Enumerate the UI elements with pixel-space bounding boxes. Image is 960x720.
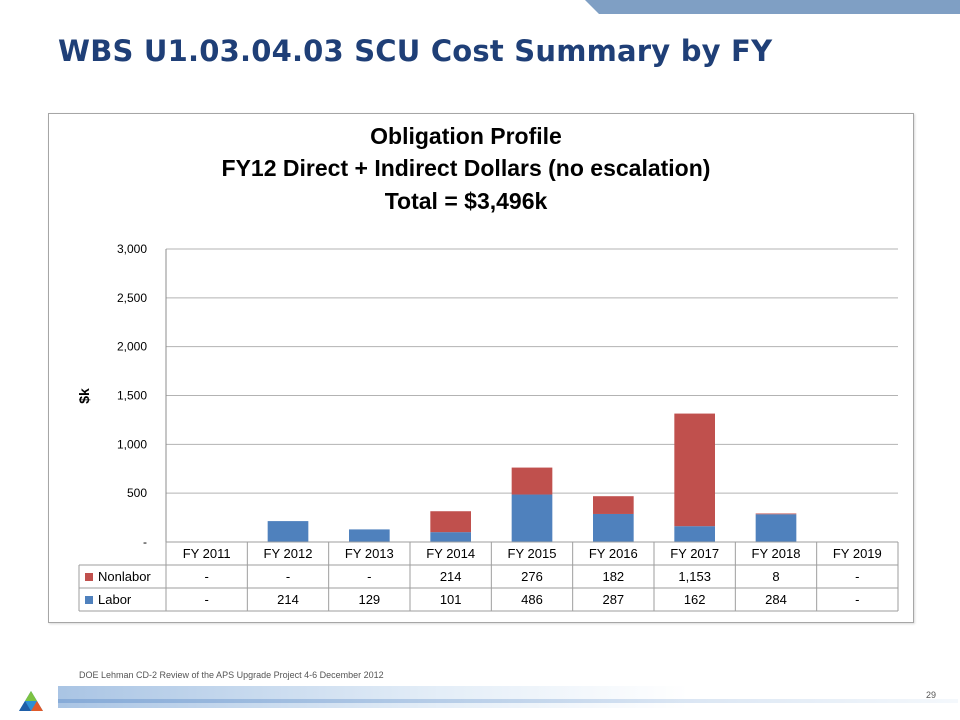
chart-frame: Obligation Profile FY12 Direct + Indirect… [48, 113, 914, 623]
table-cell-value: 182 [602, 569, 624, 584]
bar-labor [267, 521, 309, 542]
bar-nonlabor [674, 413, 715, 527]
bar-labor [349, 529, 390, 542]
y-tick-label: 2,500 [117, 291, 147, 305]
x-category-label: FY 2018 [752, 546, 801, 561]
x-category-label: FY 2011 [183, 546, 231, 561]
x-category-label: FY 2015 [508, 546, 557, 561]
top-accent-bar [585, 0, 960, 14]
y-tick-label: 500 [127, 486, 147, 500]
bar-labor [674, 526, 715, 542]
y-tick-label: - [143, 535, 147, 549]
bar-nonlabor [593, 496, 634, 514]
y-tick-label: 3,000 [117, 242, 147, 256]
footer-stripe-line [58, 699, 958, 703]
table-cell-value: 214 [440, 569, 462, 584]
y-tick-label: 2,000 [117, 340, 147, 354]
chart-title-line: Total = $3,496k [385, 188, 548, 214]
obligation-profile-chart: Obligation Profile FY12 Direct + Indirect… [76, 123, 899, 612]
bar-labor [593, 513, 634, 542]
slide-title: WBS U1.03.04.03 SCU Cost Summary by FY [58, 34, 773, 68]
y-tick-label: 1,500 [117, 389, 147, 403]
legend-swatch [85, 596, 93, 604]
bar-labor [430, 532, 471, 542]
table-cell-value: - [204, 569, 208, 584]
legend-swatch [85, 573, 93, 581]
footer-stripe [58, 686, 688, 708]
x-category-label: FY 2013 [345, 546, 394, 561]
table-cell-value: 162 [684, 592, 706, 607]
x-category-label: FY 2019 [833, 546, 882, 561]
y-tick-label: 1,000 [117, 437, 147, 451]
table-cell-value: 129 [358, 592, 380, 607]
table-cell-value: - [855, 569, 859, 584]
table-cell-value: 287 [602, 592, 624, 607]
table-cell-value: 486 [521, 592, 543, 607]
table-cell-value: 284 [765, 592, 787, 607]
y-axis-label: $k [76, 388, 92, 404]
bar-nonlabor [511, 467, 553, 495]
legend-label: Labor [98, 592, 132, 607]
table-cell-value: 276 [521, 569, 543, 584]
bar-nonlabor [430, 511, 471, 533]
table-cell-value: - [204, 592, 208, 607]
table-cell-value: - [286, 569, 290, 584]
chart-title-line: Obligation Profile [370, 123, 562, 149]
table-cell-value: 8 [772, 569, 779, 584]
bar-labor [755, 514, 797, 542]
table-cell-value: - [367, 569, 371, 584]
table-cell-value: 1,153 [678, 569, 711, 584]
page-number: 29 [926, 690, 937, 700]
bar-nonlabor [755, 513, 797, 515]
argonne-logo-icon [19, 691, 43, 711]
chart-title-line: FY12 Direct + Indirect Dollars (no escal… [222, 155, 711, 181]
legend-label: Nonlabor [98, 569, 151, 584]
x-category-label: FY 2016 [589, 546, 638, 561]
table-cell-value: 101 [440, 592, 462, 607]
table-cell-value: 214 [277, 592, 299, 607]
x-category-label: FY 2014 [426, 546, 475, 561]
table-cell-value: - [855, 592, 859, 607]
footer-text: DOE Lehman CD-2 Review of the APS Upgrad… [79, 670, 384, 680]
bar-labor [511, 494, 553, 542]
x-category-label: FY 2012 [264, 546, 313, 561]
x-category-label: FY 2017 [670, 546, 719, 561]
